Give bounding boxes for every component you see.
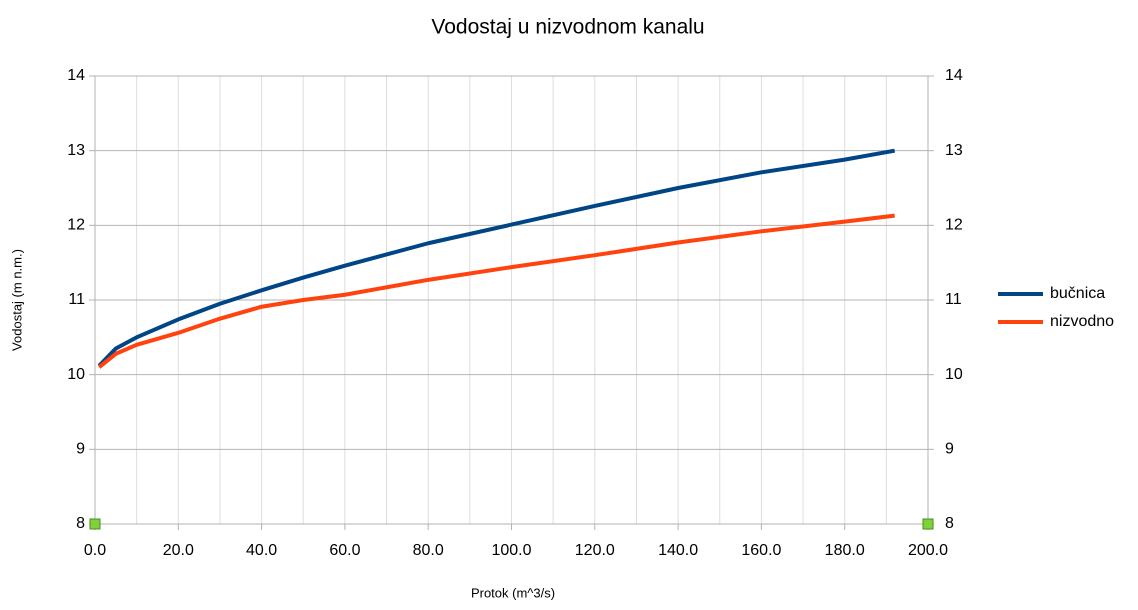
series-line xyxy=(97,213,895,369)
x-tick-label: 100.0 xyxy=(491,542,531,559)
y2-tick-label: 10 xyxy=(945,366,963,383)
x-tick-label: 20.0 xyxy=(163,542,194,559)
legend-label: bučnica xyxy=(1050,285,1105,302)
x-tick-label: 80.0 xyxy=(413,542,444,559)
y-tick-label: 8 xyxy=(76,515,85,532)
x-tick-label: 180.0 xyxy=(825,542,865,559)
y-tick-label: 9 xyxy=(76,441,85,458)
y-tick-label: 12 xyxy=(67,217,85,234)
handle xyxy=(89,518,101,530)
handle xyxy=(922,518,934,530)
y2-tick-label: 8 xyxy=(945,515,954,532)
y-tick-label: 11 xyxy=(68,291,85,308)
y2-tick-label: 13 xyxy=(945,142,963,159)
x-tick-label: 200.0 xyxy=(908,542,948,559)
x-tick-label: 160.0 xyxy=(741,542,781,559)
series-line xyxy=(97,148,896,368)
y2-tick-label: 12 xyxy=(945,217,963,234)
y2-tick-label: 11 xyxy=(945,291,962,308)
x-axis-label: Protok (m^3/s) xyxy=(471,585,555,600)
x-tick-label: 120.0 xyxy=(575,542,615,559)
y-tick-label: 14 xyxy=(67,67,85,84)
x-tick-label: 0.0 xyxy=(84,542,106,559)
y-axis-label: Vodostaj (m n.m.) xyxy=(9,249,24,351)
x-tick-label: 140.0 xyxy=(658,542,698,559)
y2-tick-label: 9 xyxy=(945,441,954,458)
x-tick-label: 60.0 xyxy=(329,542,360,559)
y-tick-label: 10 xyxy=(67,366,85,383)
y2-tick-label: 14 xyxy=(945,67,963,84)
x-tick-label: 40.0 xyxy=(246,542,277,559)
y-tick-label: 13 xyxy=(67,142,85,159)
legend-label: nizvodno xyxy=(1050,313,1114,330)
chart-title: Vodostaj u nizvodnom kanalu xyxy=(431,16,704,39)
